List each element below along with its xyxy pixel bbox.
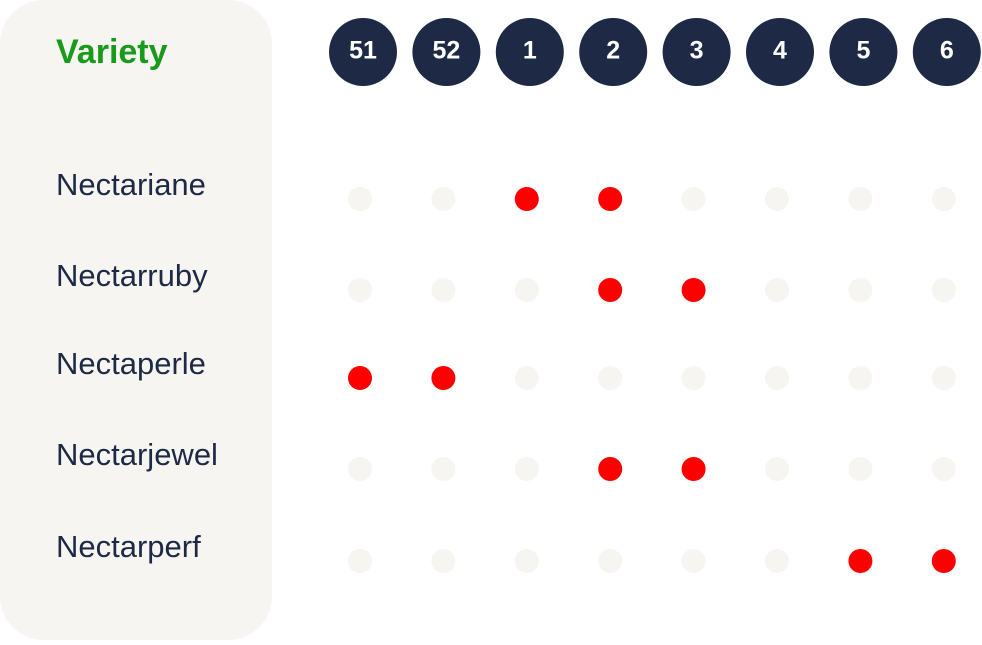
week-badge	[495, 18, 564, 86]
unavailable-dot	[931, 278, 956, 302]
unavailable-dot	[765, 366, 789, 390]
unavailable-dot	[681, 366, 706, 390]
variety-name: Nectariane	[56, 167, 206, 202]
week-badge	[829, 18, 898, 86]
week-label: 3	[690, 37, 704, 65]
week-label: 2	[606, 37, 620, 65]
unavailable-dot	[431, 457, 456, 481]
available-dot	[348, 366, 372, 390]
available-dot	[598, 187, 623, 211]
unavailable-dot	[931, 187, 956, 211]
available-dot	[514, 187, 539, 211]
available-dot	[598, 457, 623, 481]
week-badge	[912, 18, 981, 86]
week-badge	[412, 18, 481, 86]
unavailable-dot	[848, 457, 873, 481]
unavailable-dot	[514, 549, 539, 573]
unavailable-dot	[348, 278, 372, 302]
variety-name: Nectarperf	[56, 529, 201, 564]
unavailable-dot	[681, 187, 706, 211]
available-dot	[681, 457, 706, 481]
variety-panel	[0, 0, 272, 640]
unavailable-dot	[348, 549, 372, 573]
unavailable-dot	[765, 457, 789, 481]
available-dot	[681, 278, 706, 302]
unavailable-dot	[348, 457, 372, 481]
week-label: 52	[432, 37, 460, 65]
week-badge	[329, 18, 397, 86]
unavailable-dot	[431, 187, 456, 211]
week-label: 6	[940, 37, 954, 65]
week-label: 1	[523, 37, 537, 65]
week-label: 51	[349, 37, 377, 65]
unavailable-dot	[848, 366, 873, 390]
unavailable-dot	[931, 366, 956, 390]
unavailable-dot	[848, 278, 873, 302]
available-dot	[848, 549, 873, 573]
unavailable-dot	[765, 187, 789, 211]
unavailable-dot	[431, 549, 456, 573]
unavailable-dot	[931, 457, 956, 481]
unavailable-dot	[765, 549, 789, 573]
week-label: 4	[773, 37, 787, 65]
header-title: Variety	[56, 33, 168, 71]
unavailable-dot	[765, 278, 789, 302]
variety-name: Nectarruby	[56, 258, 208, 293]
variety-name: Nectaperle	[56, 346, 206, 381]
unavailable-dot	[514, 457, 539, 481]
variety-name: Nectarjewel	[56, 437, 218, 472]
unavailable-dot	[514, 366, 539, 390]
week-badge	[746, 18, 814, 86]
unavailable-dot	[598, 549, 623, 573]
unavailable-dot	[348, 187, 372, 211]
available-dot	[598, 278, 623, 302]
unavailable-dot	[598, 366, 623, 390]
available-dot	[931, 549, 956, 573]
week-label: 5	[856, 37, 870, 65]
unavailable-dot	[848, 187, 873, 211]
available-dot	[431, 366, 456, 390]
unavailable-dot	[514, 278, 539, 302]
week-badge	[579, 18, 648, 86]
unavailable-dot	[681, 549, 706, 573]
unavailable-dot	[431, 278, 456, 302]
week-badge	[662, 18, 731, 86]
